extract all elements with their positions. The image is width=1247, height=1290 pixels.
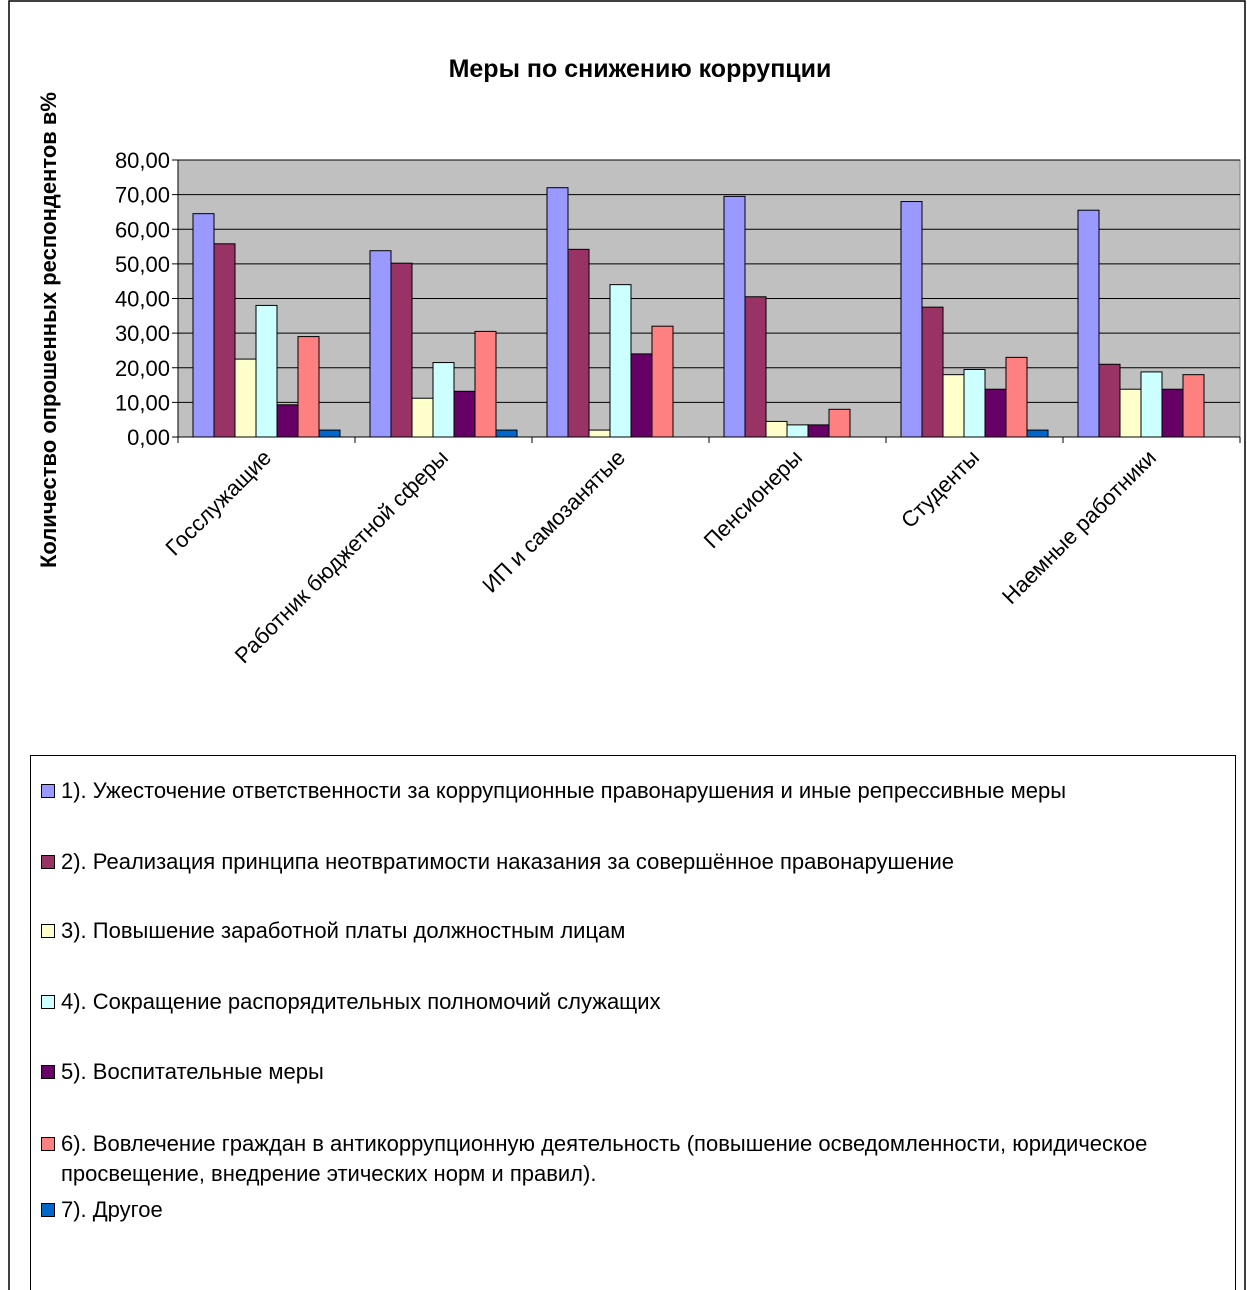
legend: 1). Ужесточение ответственности за корру… <box>30 755 1236 1290</box>
bar <box>255 304 278 438</box>
legend-swatch <box>41 1137 55 1151</box>
legend-swatch <box>41 784 55 798</box>
y-tick-label: 70,00 <box>115 183 170 208</box>
legend-label: 2). Реализация принципа неотвратимости н… <box>61 849 955 874</box>
bar <box>390 262 413 438</box>
legend-swatch <box>41 1203 55 1217</box>
bar <box>609 284 632 438</box>
bar <box>942 374 965 438</box>
legend-label: 4). Сокращение распорядительных полномоч… <box>61 989 661 1014</box>
x-tick-label: Работник бюджетной сферы <box>230 445 453 668</box>
bar <box>432 362 455 438</box>
legend-label: 6). Вовлечение граждан в антикоррупционн… <box>61 1131 1148 1186</box>
legend-swatch <box>41 855 55 869</box>
bar <box>786 424 809 438</box>
x-tick-label: ИП и самозанятые <box>477 445 630 598</box>
bar <box>411 397 434 438</box>
y-tick-label: 60,00 <box>115 217 170 242</box>
x-tick-label: Наемные работники <box>997 445 1161 609</box>
legend-swatch <box>41 995 55 1009</box>
legend-label: 3). Повышение заработной платы должностн… <box>61 918 626 943</box>
bar <box>765 420 788 438</box>
bar <box>651 325 674 438</box>
x-tick-label: Пенсионеры <box>699 445 807 553</box>
y-tick-label: 0,00 <box>127 425 170 450</box>
bar <box>744 296 767 438</box>
bar <box>318 429 341 438</box>
bar <box>1119 388 1142 438</box>
y-tick-label: 80,00 <box>115 148 170 173</box>
legend-label: 5). Воспитательные меры <box>61 1059 324 1084</box>
bar <box>1098 363 1121 438</box>
bar <box>546 187 569 438</box>
bar <box>630 353 653 438</box>
bar <box>495 429 518 438</box>
y-tick-label: 40,00 <box>115 287 170 312</box>
y-axis-label: Количество опрошенных респондентов в% <box>36 92 61 568</box>
bar <box>807 424 830 438</box>
y-tick-label: 10,00 <box>115 390 170 415</box>
bar <box>276 404 299 438</box>
bar <box>474 330 497 438</box>
bar <box>963 368 986 438</box>
bar <box>453 390 476 438</box>
bar <box>900 201 923 438</box>
bar <box>1005 356 1028 438</box>
chart-border <box>8 0 1246 1290</box>
bar <box>213 243 236 438</box>
y-tick-label: 30,00 <box>115 321 170 346</box>
y-tick-label: 50,00 <box>115 252 170 277</box>
bar <box>567 248 590 438</box>
x-tick-label: Студенты <box>896 445 984 533</box>
bar <box>1161 388 1184 438</box>
bar <box>192 213 215 438</box>
bar <box>1140 371 1163 438</box>
y-tick-label: 20,00 <box>115 356 170 381</box>
legend-swatch <box>41 924 55 938</box>
legend-swatch <box>41 1065 55 1079</box>
bar <box>1077 209 1100 438</box>
legend-label: 7). Другое <box>61 1197 163 1222</box>
bar <box>297 336 320 438</box>
bar <box>723 195 746 438</box>
legend-label: 1). Ужесточение ответственности за корру… <box>61 778 1067 803</box>
bar <box>588 429 611 438</box>
bar <box>828 408 851 438</box>
bar <box>1182 374 1205 438</box>
bar <box>921 306 944 438</box>
bar <box>1026 429 1049 438</box>
chart-title: Меры по снижению коррупции <box>449 55 832 83</box>
bar <box>234 358 257 438</box>
x-tick-label: Госслужащие <box>161 445 277 561</box>
bar <box>984 388 1007 438</box>
bar <box>369 250 392 438</box>
